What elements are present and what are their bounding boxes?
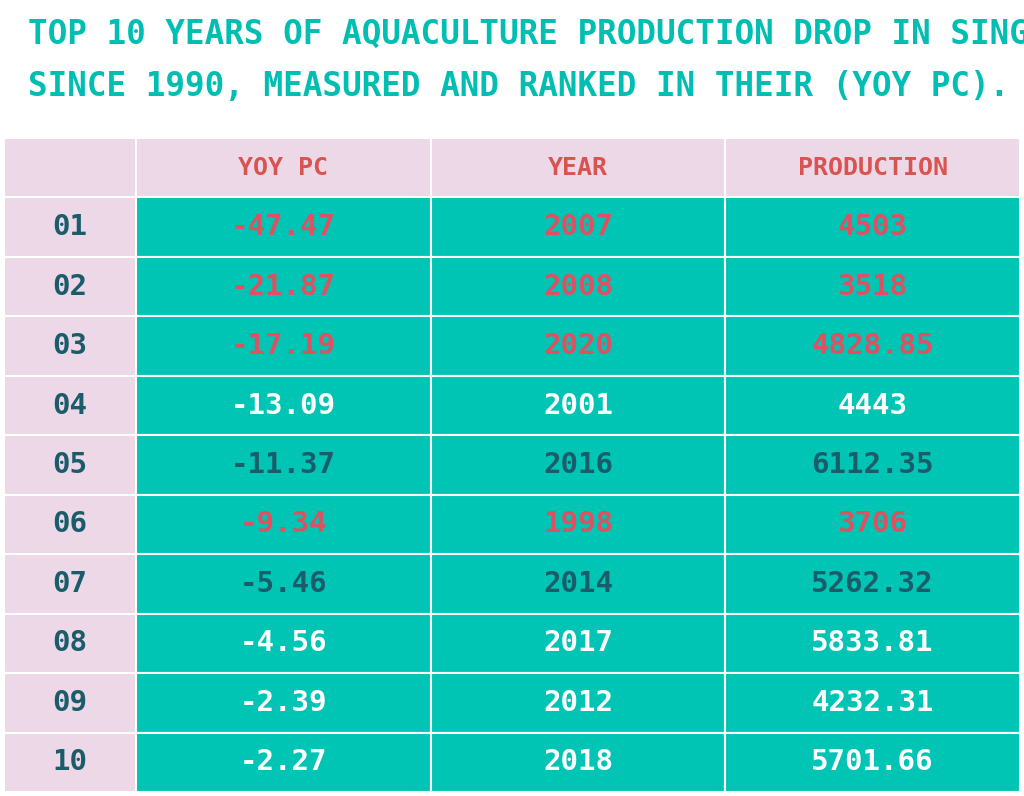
Text: 2017: 2017 xyxy=(543,630,613,657)
Text: YEAR: YEAR xyxy=(548,156,608,180)
Text: -9.34: -9.34 xyxy=(240,510,327,538)
Bar xyxy=(725,257,1020,316)
Text: 2001: 2001 xyxy=(543,392,613,419)
Text: 2016: 2016 xyxy=(543,451,613,479)
Bar xyxy=(136,197,431,257)
Text: 4828.85: 4828.85 xyxy=(811,332,934,360)
Bar xyxy=(431,257,725,316)
Text: 06: 06 xyxy=(52,510,87,538)
Text: 2014: 2014 xyxy=(543,570,613,598)
Text: 2008: 2008 xyxy=(543,273,613,301)
Text: -2.39: -2.39 xyxy=(240,689,327,717)
Bar xyxy=(136,257,431,316)
Text: 3518: 3518 xyxy=(838,273,907,301)
Text: -5.46: -5.46 xyxy=(240,570,327,598)
Bar xyxy=(725,435,1020,495)
Bar xyxy=(136,554,431,614)
Bar xyxy=(4,376,136,435)
Text: 2007: 2007 xyxy=(543,213,613,241)
Text: 2020: 2020 xyxy=(543,332,613,360)
Bar xyxy=(431,673,725,732)
Bar xyxy=(431,316,725,376)
Text: 09: 09 xyxy=(52,689,87,717)
Bar xyxy=(725,376,1020,435)
Bar xyxy=(136,732,431,792)
Text: 04: 04 xyxy=(52,392,87,419)
Text: -13.09: -13.09 xyxy=(230,392,336,419)
Bar xyxy=(4,732,136,792)
Bar xyxy=(725,316,1020,376)
Text: -47.47: -47.47 xyxy=(230,213,336,241)
Text: 02: 02 xyxy=(52,273,87,301)
Text: YOY PC: YOY PC xyxy=(239,156,329,180)
Bar xyxy=(136,435,431,495)
Text: 10: 10 xyxy=(52,748,87,776)
Text: 4232.31: 4232.31 xyxy=(811,689,934,717)
Bar xyxy=(431,376,725,435)
Bar xyxy=(431,554,725,614)
Text: 5833.81: 5833.81 xyxy=(811,630,934,657)
Text: -21.87: -21.87 xyxy=(230,273,336,301)
Bar xyxy=(136,673,431,732)
Bar xyxy=(725,673,1020,732)
Bar xyxy=(725,732,1020,792)
Text: 07: 07 xyxy=(52,570,87,598)
Text: 5701.66: 5701.66 xyxy=(811,748,934,776)
Bar xyxy=(431,614,725,673)
Text: TOP 10 YEARS OF AQUACULTURE PRODUCTION DROP IN SINGAPORE: TOP 10 YEARS OF AQUACULTURE PRODUCTION D… xyxy=(28,18,1024,51)
Bar xyxy=(725,138,1020,197)
Bar xyxy=(4,138,136,197)
Bar xyxy=(4,197,136,257)
Bar xyxy=(4,495,136,554)
Bar xyxy=(431,495,725,554)
Text: 03: 03 xyxy=(52,332,87,360)
Bar xyxy=(4,673,136,732)
Text: 6112.35: 6112.35 xyxy=(811,451,934,479)
Bar xyxy=(4,614,136,673)
Text: 01: 01 xyxy=(52,213,87,241)
Bar xyxy=(431,435,725,495)
Text: -17.19: -17.19 xyxy=(230,332,336,360)
Text: 3706: 3706 xyxy=(838,510,907,538)
Text: PRODUCTION: PRODUCTION xyxy=(798,156,947,180)
Bar xyxy=(725,197,1020,257)
Bar xyxy=(431,138,725,197)
Text: 2018: 2018 xyxy=(543,748,613,776)
Bar xyxy=(136,138,431,197)
Text: 1998: 1998 xyxy=(543,510,613,538)
Text: 4443: 4443 xyxy=(838,392,907,419)
Bar xyxy=(431,197,725,257)
Text: 05: 05 xyxy=(52,451,87,479)
Bar xyxy=(4,257,136,316)
Text: 08: 08 xyxy=(52,630,87,657)
Bar xyxy=(4,316,136,376)
Bar xyxy=(725,554,1020,614)
Bar xyxy=(136,495,431,554)
Bar xyxy=(4,435,136,495)
Bar xyxy=(4,554,136,614)
Bar xyxy=(725,614,1020,673)
Text: -4.56: -4.56 xyxy=(240,630,327,657)
Bar xyxy=(725,495,1020,554)
Text: SINCE 1990, MEASURED AND RANKED IN THEIR (YOY PC).: SINCE 1990, MEASURED AND RANKED IN THEIR… xyxy=(28,70,1010,103)
Bar xyxy=(431,732,725,792)
Text: -2.27: -2.27 xyxy=(240,748,327,776)
Bar xyxy=(136,376,431,435)
Bar xyxy=(136,614,431,673)
Text: 4503: 4503 xyxy=(838,213,907,241)
Text: -11.37: -11.37 xyxy=(230,451,336,479)
Text: 5262.32: 5262.32 xyxy=(811,570,934,598)
Text: 2012: 2012 xyxy=(543,689,613,717)
Bar xyxy=(136,316,431,376)
